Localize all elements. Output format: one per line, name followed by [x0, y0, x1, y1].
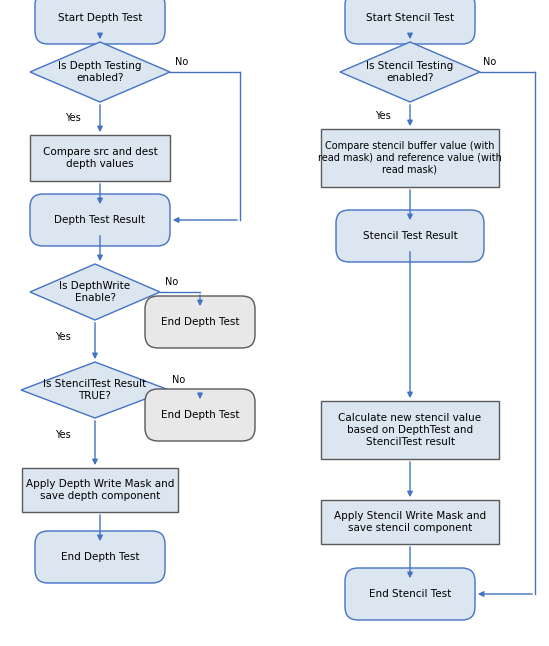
Bar — [22, 468, 178, 512]
FancyBboxPatch shape — [145, 389, 255, 441]
Text: End Depth Test: End Depth Test — [161, 410, 239, 420]
Text: Stencil Test Result: Stencil Test Result — [363, 231, 457, 241]
Text: End Stencil Test: End Stencil Test — [369, 589, 451, 599]
Text: Is DepthWrite
Enable?: Is DepthWrite Enable? — [59, 281, 131, 303]
Text: No: No — [483, 57, 496, 67]
Text: Yes: Yes — [55, 430, 71, 440]
Text: End Depth Test: End Depth Test — [161, 317, 239, 327]
FancyBboxPatch shape — [145, 296, 255, 348]
Text: Start Depth Test: Start Depth Test — [58, 13, 142, 23]
Polygon shape — [21, 362, 169, 418]
Text: Yes: Yes — [65, 113, 81, 123]
Text: No: No — [172, 375, 185, 385]
Text: Compare src and dest
depth values: Compare src and dest depth values — [43, 147, 158, 169]
Text: Compare stencil buffer value (with
read mask) and reference value (with
read mas: Compare stencil buffer value (with read … — [318, 141, 502, 174]
Polygon shape — [340, 42, 480, 102]
Text: Yes: Yes — [375, 111, 391, 121]
FancyBboxPatch shape — [35, 531, 165, 583]
Text: Calculate new stencil value
based on DepthTest and
StencilTest result: Calculate new stencil value based on Dep… — [338, 413, 481, 446]
FancyBboxPatch shape — [345, 568, 475, 620]
Text: No: No — [175, 57, 188, 67]
Bar — [321, 129, 499, 187]
FancyBboxPatch shape — [35, 0, 165, 44]
Text: Start Stencil Test: Start Stencil Test — [366, 13, 454, 23]
FancyBboxPatch shape — [336, 210, 484, 262]
Polygon shape — [30, 42, 170, 102]
Text: No: No — [165, 277, 178, 287]
Bar — [30, 135, 170, 181]
Text: End Depth Test: End Depth Test — [61, 552, 139, 562]
Text: Depth Test Result: Depth Test Result — [54, 215, 145, 225]
Polygon shape — [30, 264, 160, 320]
Text: Apply Depth Write Mask and
save depth component: Apply Depth Write Mask and save depth co… — [26, 479, 174, 501]
Bar — [321, 500, 499, 544]
Text: Yes: Yes — [55, 332, 71, 342]
Bar — [321, 401, 499, 459]
FancyBboxPatch shape — [30, 194, 170, 246]
Text: Is StencilTest Result
TRUE?: Is StencilTest Result TRUE? — [43, 379, 147, 401]
Text: Is Stencil Testing
enabled?: Is Stencil Testing enabled? — [366, 61, 453, 83]
FancyBboxPatch shape — [345, 0, 475, 44]
Text: Is Depth Testing
enabled?: Is Depth Testing enabled? — [58, 61, 142, 83]
Text: Apply Stencil Write Mask and
save stencil component: Apply Stencil Write Mask and save stenci… — [334, 511, 486, 533]
